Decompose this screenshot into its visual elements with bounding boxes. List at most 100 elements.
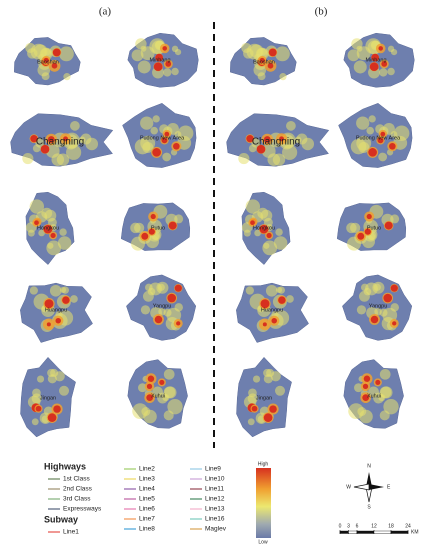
- heat-high: [389, 142, 396, 150]
- heat-low: [131, 49, 144, 62]
- heat-high: [263, 413, 273, 422]
- district: Huangpu: [20, 282, 93, 343]
- heat-high: [168, 221, 177, 230]
- district: Baoshan: [230, 37, 297, 86]
- heat-high: [43, 224, 53, 234]
- heat-high: [62, 296, 70, 304]
- legend-label: Line2: [139, 466, 155, 473]
- heat-high: [47, 413, 57, 422]
- heat-high: [55, 317, 61, 324]
- scale-unit: KM: [411, 529, 419, 535]
- heat-high: [278, 296, 286, 304]
- heat-high: [380, 131, 386, 137]
- compass-s: S: [367, 504, 371, 510]
- heat-low: [277, 286, 285, 294]
- district-label: Yangpu: [153, 303, 172, 309]
- heat-low: [152, 115, 160, 123]
- heat-low: [387, 45, 395, 53]
- heat-high: [279, 136, 285, 142]
- compass: N S E W: [346, 463, 391, 510]
- heat-low: [243, 229, 251, 237]
- heat-low: [163, 68, 172, 77]
- heat-low: [31, 393, 42, 404]
- heat-low: [390, 214, 400, 224]
- heat-high: [146, 383, 153, 390]
- heat-high: [30, 135, 38, 143]
- heat-high: [155, 53, 164, 62]
- heat-high: [148, 228, 155, 235]
- legend-label: Line3: [139, 476, 155, 483]
- panel-label: (a): [99, 6, 112, 18]
- heat-low: [157, 392, 169, 404]
- heat-low: [171, 45, 179, 53]
- heat-low: [138, 383, 147, 393]
- heat-low: [27, 229, 35, 237]
- heat-low: [36, 375, 45, 383]
- heat-high: [153, 62, 163, 72]
- heat-high: [263, 136, 271, 143]
- heat-high: [366, 213, 372, 220]
- heat-high: [164, 131, 170, 137]
- heat-low: [247, 393, 258, 404]
- heat-high: [368, 148, 377, 157]
- district: Xuhui: [343, 359, 404, 429]
- heat-high: [152, 148, 161, 157]
- heat-low: [162, 152, 172, 162]
- heat-high: [47, 136, 55, 143]
- scale-segment: [348, 530, 358, 534]
- legend-label: Line1: [63, 529, 79, 536]
- heat-low: [350, 138, 367, 155]
- legend-label: Line6: [139, 506, 155, 513]
- heat-high: [53, 405, 61, 413]
- heat-low: [378, 152, 388, 162]
- heat-low: [356, 116, 370, 130]
- heat-low: [245, 286, 254, 295]
- heat-low: [140, 305, 151, 315]
- heat-low: [38, 229, 45, 237]
- heat-low: [140, 116, 154, 130]
- district: Xuhui: [127, 359, 188, 429]
- district-label: Baoshan: [253, 59, 275, 65]
- heat-low: [130, 222, 141, 234]
- heat-low: [368, 115, 376, 123]
- heat-low: [294, 136, 302, 144]
- heat-low: [241, 42, 252, 53]
- heat-high: [260, 299, 270, 309]
- heat-low: [137, 60, 151, 74]
- district-label: Hongkou: [37, 225, 59, 231]
- heat-high: [246, 135, 254, 143]
- heat-high: [167, 293, 177, 303]
- heat-high: [375, 379, 381, 385]
- legend-label: Maglev: [205, 526, 227, 533]
- heat-low: [70, 295, 78, 303]
- district: Putuo: [336, 202, 407, 251]
- heat-low: [270, 371, 281, 382]
- heat-low: [85, 137, 99, 151]
- heat-low: [265, 284, 278, 297]
- heat-high: [251, 405, 258, 412]
- heat-low: [354, 383, 363, 393]
- compass-w: W: [346, 484, 351, 490]
- heat-high: [259, 57, 265, 64]
- heat-high: [390, 284, 398, 292]
- legend-label: Line9: [205, 466, 221, 473]
- heat-low: [274, 46, 290, 62]
- heat-low: [47, 368, 56, 378]
- heat-low: [22, 152, 34, 165]
- heat-high: [364, 228, 371, 235]
- legend-label: Line12: [205, 496, 225, 503]
- district-label: Changning: [252, 137, 300, 148]
- heat-low: [157, 283, 165, 291]
- heat-high: [165, 60, 172, 67]
- heat-low: [59, 228, 67, 236]
- colorbar: [256, 468, 271, 538]
- heat-high: [159, 379, 165, 385]
- legend-label: 1st Class: [63, 476, 90, 483]
- colorbar-low: Low: [258, 539, 268, 545]
- legend-label: Expressways: [63, 506, 102, 513]
- district-label: Huangpu: [45, 307, 67, 313]
- heat-low: [361, 283, 369, 292]
- heat-high: [35, 405, 42, 412]
- panel-label: (b): [315, 6, 328, 18]
